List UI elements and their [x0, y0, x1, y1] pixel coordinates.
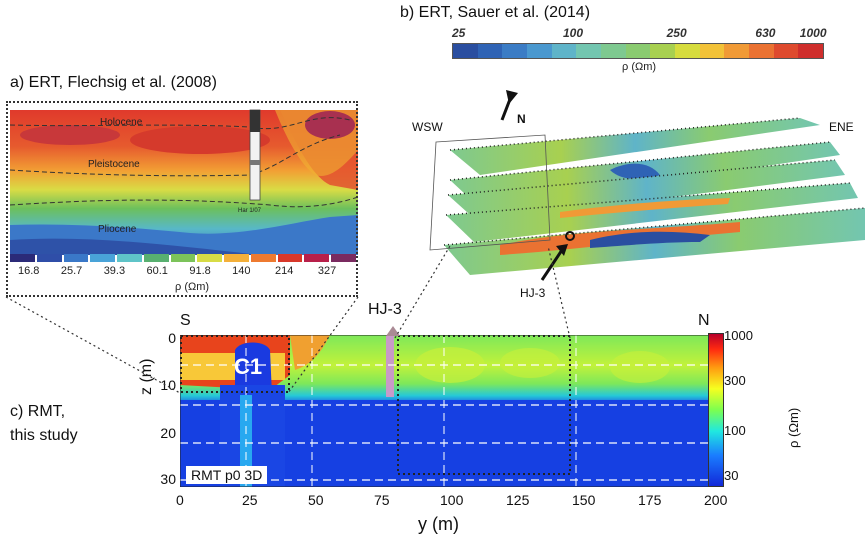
x-axis-tick: 150 [572, 492, 596, 508]
colorbar-a-tick: 25.7 [60, 265, 83, 277]
label-well-b: HJ-3 [520, 286, 546, 300]
colorbar-a-swatch [10, 254, 35, 262]
colorbar-c-tick: 300 [724, 373, 746, 388]
colorbar-a-swatch [224, 254, 249, 262]
x-axis-tick: 175 [638, 492, 662, 508]
colorbar-a-unit: ρ (Ωm) [175, 281, 210, 293]
y-axis-tick: 20 [160, 425, 176, 441]
colorbar-a-tick: 91.8 [189, 265, 211, 277]
colorbar-b-swatch [453, 44, 478, 58]
colorbar-a-swatch [277, 254, 303, 262]
label-holocene: Holocene [100, 117, 143, 128]
colorbar-c [708, 333, 724, 487]
colorbar-b-swatch [502, 44, 528, 58]
y-axis-tick: 30 [160, 471, 176, 487]
colorbar-a-swatch [143, 254, 169, 262]
label-well-c: HJ-3 [368, 301, 402, 318]
colorbar-b-swatch [576, 44, 602, 58]
label-pliocene: Pliocene [98, 224, 137, 235]
panel-a-title: a) ERT, Flechsig et al. (2008) [10, 74, 217, 91]
label-ene: ENE [829, 120, 854, 134]
colorbar-a-ticks: 16.8 25.7 39.3 60.1 91.8 140 214 327 [10, 265, 358, 279]
colorbar-b-swatch [527, 44, 552, 58]
colorbar-b-swatch [625, 44, 651, 58]
colorbar-b-swatch [798, 44, 824, 58]
ert-section-a-image: Holocene Pleistocene Pliocene Har 1/07 [10, 105, 358, 255]
x-axis-label: y (m) [418, 514, 459, 534]
colorbar-c-tick: 1000 [724, 328, 753, 343]
colorbar-a-swatch [90, 254, 116, 262]
label-south: S [180, 312, 191, 329]
colorbar-a-swatch [250, 254, 276, 262]
x-axis-tick: 0 [176, 492, 184, 508]
x-axis-tick: 200 [704, 492, 728, 508]
colorbar-b-swatch [699, 44, 725, 58]
ert-section-a: Holocene Pleistocene Pliocene Har 1/07 [10, 105, 358, 255]
y-axis-tick: 0 [168, 330, 176, 346]
colorbar-a-swatch [36, 254, 62, 262]
colorbar-b-ticks: 25 100 250 630 1000 [452, 26, 827, 42]
panel-b-title: b) ERT, Sauer et al. (2014) [400, 4, 591, 21]
colorbar-b-swatch [773, 44, 799, 58]
colorbar-a-tick: 16.8 [18, 265, 40, 277]
label-anomaly-c1: C1 [234, 354, 263, 379]
colorbar-a-swatch [117, 254, 142, 262]
colorbar-b-tick: 1000 [799, 26, 827, 40]
colorbar-a-tick: 140 [232, 265, 251, 277]
label-borehole: Har 1/07 [238, 208, 262, 214]
colorbar-a-tick: 327 [317, 265, 337, 277]
colorbar-b-unit: ρ (Ωm) [622, 61, 657, 73]
label-wsw: WSW [412, 120, 443, 134]
colorbar-c-ticks: 1000 300 100 30 [724, 328, 784, 488]
colorbar-b-swatch [675, 44, 700, 58]
panel-c-title-line1: c) RMT, [10, 403, 66, 420]
label-north: N [698, 312, 710, 329]
y-axis-ticks: 0 10 20 30 [150, 330, 178, 490]
model-label: RMT p0 3D [186, 466, 268, 484]
panel-c-title: c) RMT, this study [10, 400, 78, 448]
colorbar-b-tick: 100 [563, 26, 584, 40]
colorbar-a-tick: 39.3 [103, 265, 126, 277]
x-axis-tick: 100 [440, 492, 464, 508]
x-axis-tick: 25 [242, 492, 258, 508]
colorbar-b-swatch [650, 44, 676, 58]
y-axis-tick: 10 [160, 377, 176, 393]
x-axis-tick: 75 [374, 492, 390, 508]
colorbar-a-swatch [197, 254, 223, 262]
panel-c-title-line2: this study [10, 427, 78, 444]
colorbar-b-tick: 630 [755, 26, 776, 40]
colorbar-a [10, 254, 358, 262]
colorbar-b-swatch [551, 44, 577, 58]
x-axis-tick: 50 [308, 492, 324, 508]
colorbar-c-tick: 30 [724, 468, 739, 483]
colorbar-b-swatch [724, 44, 750, 58]
colorbar-a-tick: 214 [275, 265, 294, 277]
rmt-section [180, 335, 710, 487]
colorbar-a-swatch [63, 254, 89, 262]
zoom-box-a [6, 101, 358, 297]
x-axis-tick: 125 [506, 492, 530, 508]
label-north-arrow: N [517, 112, 526, 126]
colorbar-b-swatch [601, 44, 626, 58]
colorbar-a-swatch [331, 254, 356, 262]
colorbar-b-tick: 25 [452, 26, 466, 40]
well-marker-icon [386, 326, 400, 336]
label-pleistocene: Pleistocene [88, 159, 140, 170]
colorbar-a-swatch [170, 254, 196, 262]
colorbar-b-swatch [477, 44, 503, 58]
ert-3d-profiles [429, 90, 865, 281]
colorbar-b [452, 43, 824, 59]
colorbar-b-tick: 250 [666, 26, 687, 40]
x-axis-ticks: 0 25 50 75 100 125 150 175 200 [170, 492, 730, 512]
colorbar-b-swatch [749, 44, 774, 58]
colorbar-a-swatch [304, 254, 330, 262]
colorbar-a-tick: 60.1 [146, 265, 168, 277]
colorbar-c-tick: 100 [724, 423, 746, 438]
